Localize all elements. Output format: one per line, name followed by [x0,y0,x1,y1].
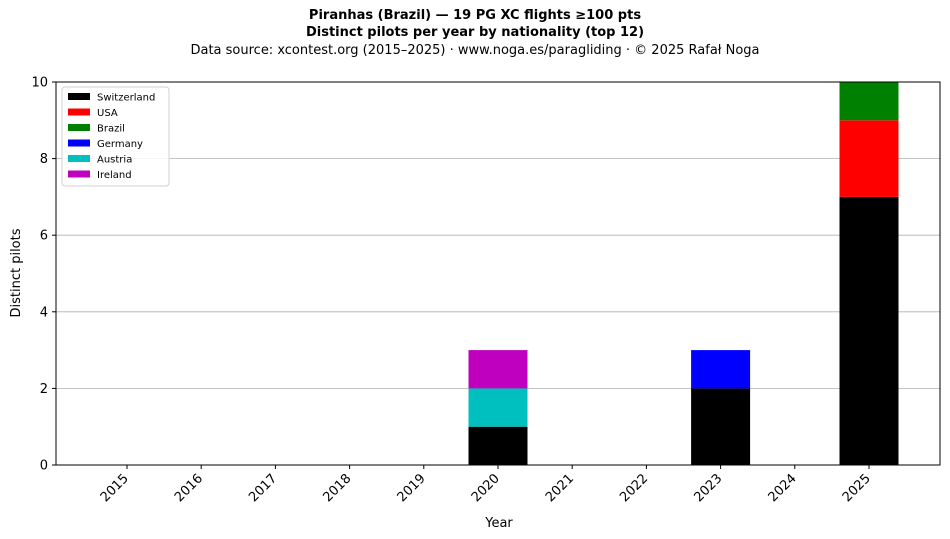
y-tick-label: 2 [40,382,48,397]
chart-subtitle: Distinct pilots per year by nationality … [305,25,645,40]
legend-swatch-germany [68,139,90,147]
x-tick-label: 2025 [840,471,874,505]
bar-brazil-2025 [839,82,899,121]
x-tick-label: 2020 [469,471,503,505]
legend-swatch-ireland [68,170,90,178]
x-tick-label: 2022 [617,471,651,505]
y-tick-label: 0 [40,459,48,474]
legend-swatch-usa [68,108,90,116]
x-tick-label: 2018 [320,471,354,505]
x-tick-label: 2017 [246,471,280,505]
bar-switzerland-2023 [691,388,751,465]
legend-label-brazil: Brazil [97,124,125,135]
bar-austria-2020 [468,388,528,427]
legend-label-ireland: Ireland [97,170,132,181]
x-tick-label: 2016 [172,471,206,505]
bar-ireland-2020 [468,350,528,389]
bar-usa-2025 [839,120,899,197]
bar-germany-2023 [691,350,751,389]
x-ticks: 2015 2016 2017 2018 2019 2020 2021 2022 2023 2024… [98,465,874,505]
bars-layer [468,82,899,465]
y-axis-label: Distinct pilots [9,228,24,317]
legend-label-usa: USA [97,108,118,119]
legend: Switzerland USA Brazil Germany Austria Irelan… [61,86,170,187]
chart-title: Piranhas (Brazil) — 19 PG XC flights ≥10… [308,8,642,23]
y-ticks: 0 2 4 6 8 10 [31,76,56,474]
x-tick-label: 2015 [98,471,132,505]
legend-swatch-austria [68,155,90,162]
y-tick-label: 8 [40,152,48,167]
legend-swatch-switzerland [68,93,90,100]
chart-source: Data source: xcontest.org (2015–2025) · … [190,43,760,58]
bar-switzerland-2025 [839,196,899,465]
legend-label-germany: Germany [97,139,143,150]
legend-label-austria: Austria [97,155,132,166]
legend-label-switzerland: Switzerland [97,93,155,104]
bar-switzerland-2020 [468,426,528,465]
x-tick-label: 2019 [395,471,429,505]
x-tick-label: 2024 [766,471,800,505]
x-tick-label: 2021 [543,471,577,505]
y-tick-label: 10 [31,76,48,91]
y-tick-label: 4 [40,305,48,320]
y-tick-label: 6 [40,229,48,244]
legend-swatch-brazil [68,124,90,131]
x-tick-label: 2023 [691,471,725,505]
x-axis-label: Year [484,516,513,531]
